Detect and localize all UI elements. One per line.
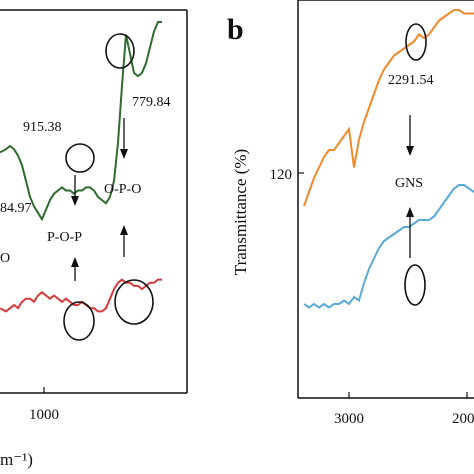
panel-b-annot-gns: GNS: [395, 176, 423, 191]
panel-b: b Transmittance (%) 120 3000 2000 2291.5…: [227, 0, 474, 427]
panel-a-xtick-label-1000: 1000: [29, 407, 59, 423]
panel-a-annot-8497: 84.97: [0, 201, 32, 216]
panel-a-xlabel: m⁻¹): [0, 450, 33, 469]
panel-b-arrow-up: [406, 207, 414, 258]
panel-b-series-orange: [303, 9, 474, 207]
panel-a-circle-915: [65, 143, 95, 173]
panel-b-label: b: [227, 13, 244, 46]
panel-b-ylabel: Transmittance (%): [231, 149, 250, 275]
panel-a-circle-red-2: [114, 279, 154, 325]
panel-b-xtick-label-3000: 3000: [334, 411, 364, 427]
panel-a-series-green: [0, 21, 162, 222]
panel-a-annot-915: 915.38: [23, 120, 62, 135]
panel-b-circle-bottom: [404, 264, 426, 306]
panel-b-circle-top: [405, 23, 427, 61]
panel-a-circle-red-1: [63, 301, 95, 341]
panel-a-arrow-up-2: [120, 225, 128, 257]
panel-a-annot-780: 779.84: [132, 95, 171, 110]
panel-a-annot-opo: O-P-O: [104, 182, 141, 197]
panel-b-ytick-label-120: 120: [270, 167, 293, 183]
panel-b-xtick-label-2000: 2000: [452, 411, 474, 427]
panel-b-series-blue: [303, 184, 474, 309]
panel-a-series-red: [0, 278, 162, 313]
panel-b-arrow-down: [406, 115, 414, 156]
panel-a-arrow-down-1: [71, 175, 79, 206]
panel-a-circle-780: [105, 33, 135, 69]
panel-a-annot-o: O: [0, 251, 10, 266]
panel-a-arrow-up-1: [71, 257, 79, 281]
panel-a: 1000 m⁻¹) 915.38 779.84 84.97 P-O-P: [0, 9, 188, 469]
panel-b-annot-2291: 2291.54: [388, 73, 434, 88]
panel-a-annot-pop: P-O-P: [47, 230, 82, 245]
panel-a-arrow-down-2: [120, 118, 128, 159]
